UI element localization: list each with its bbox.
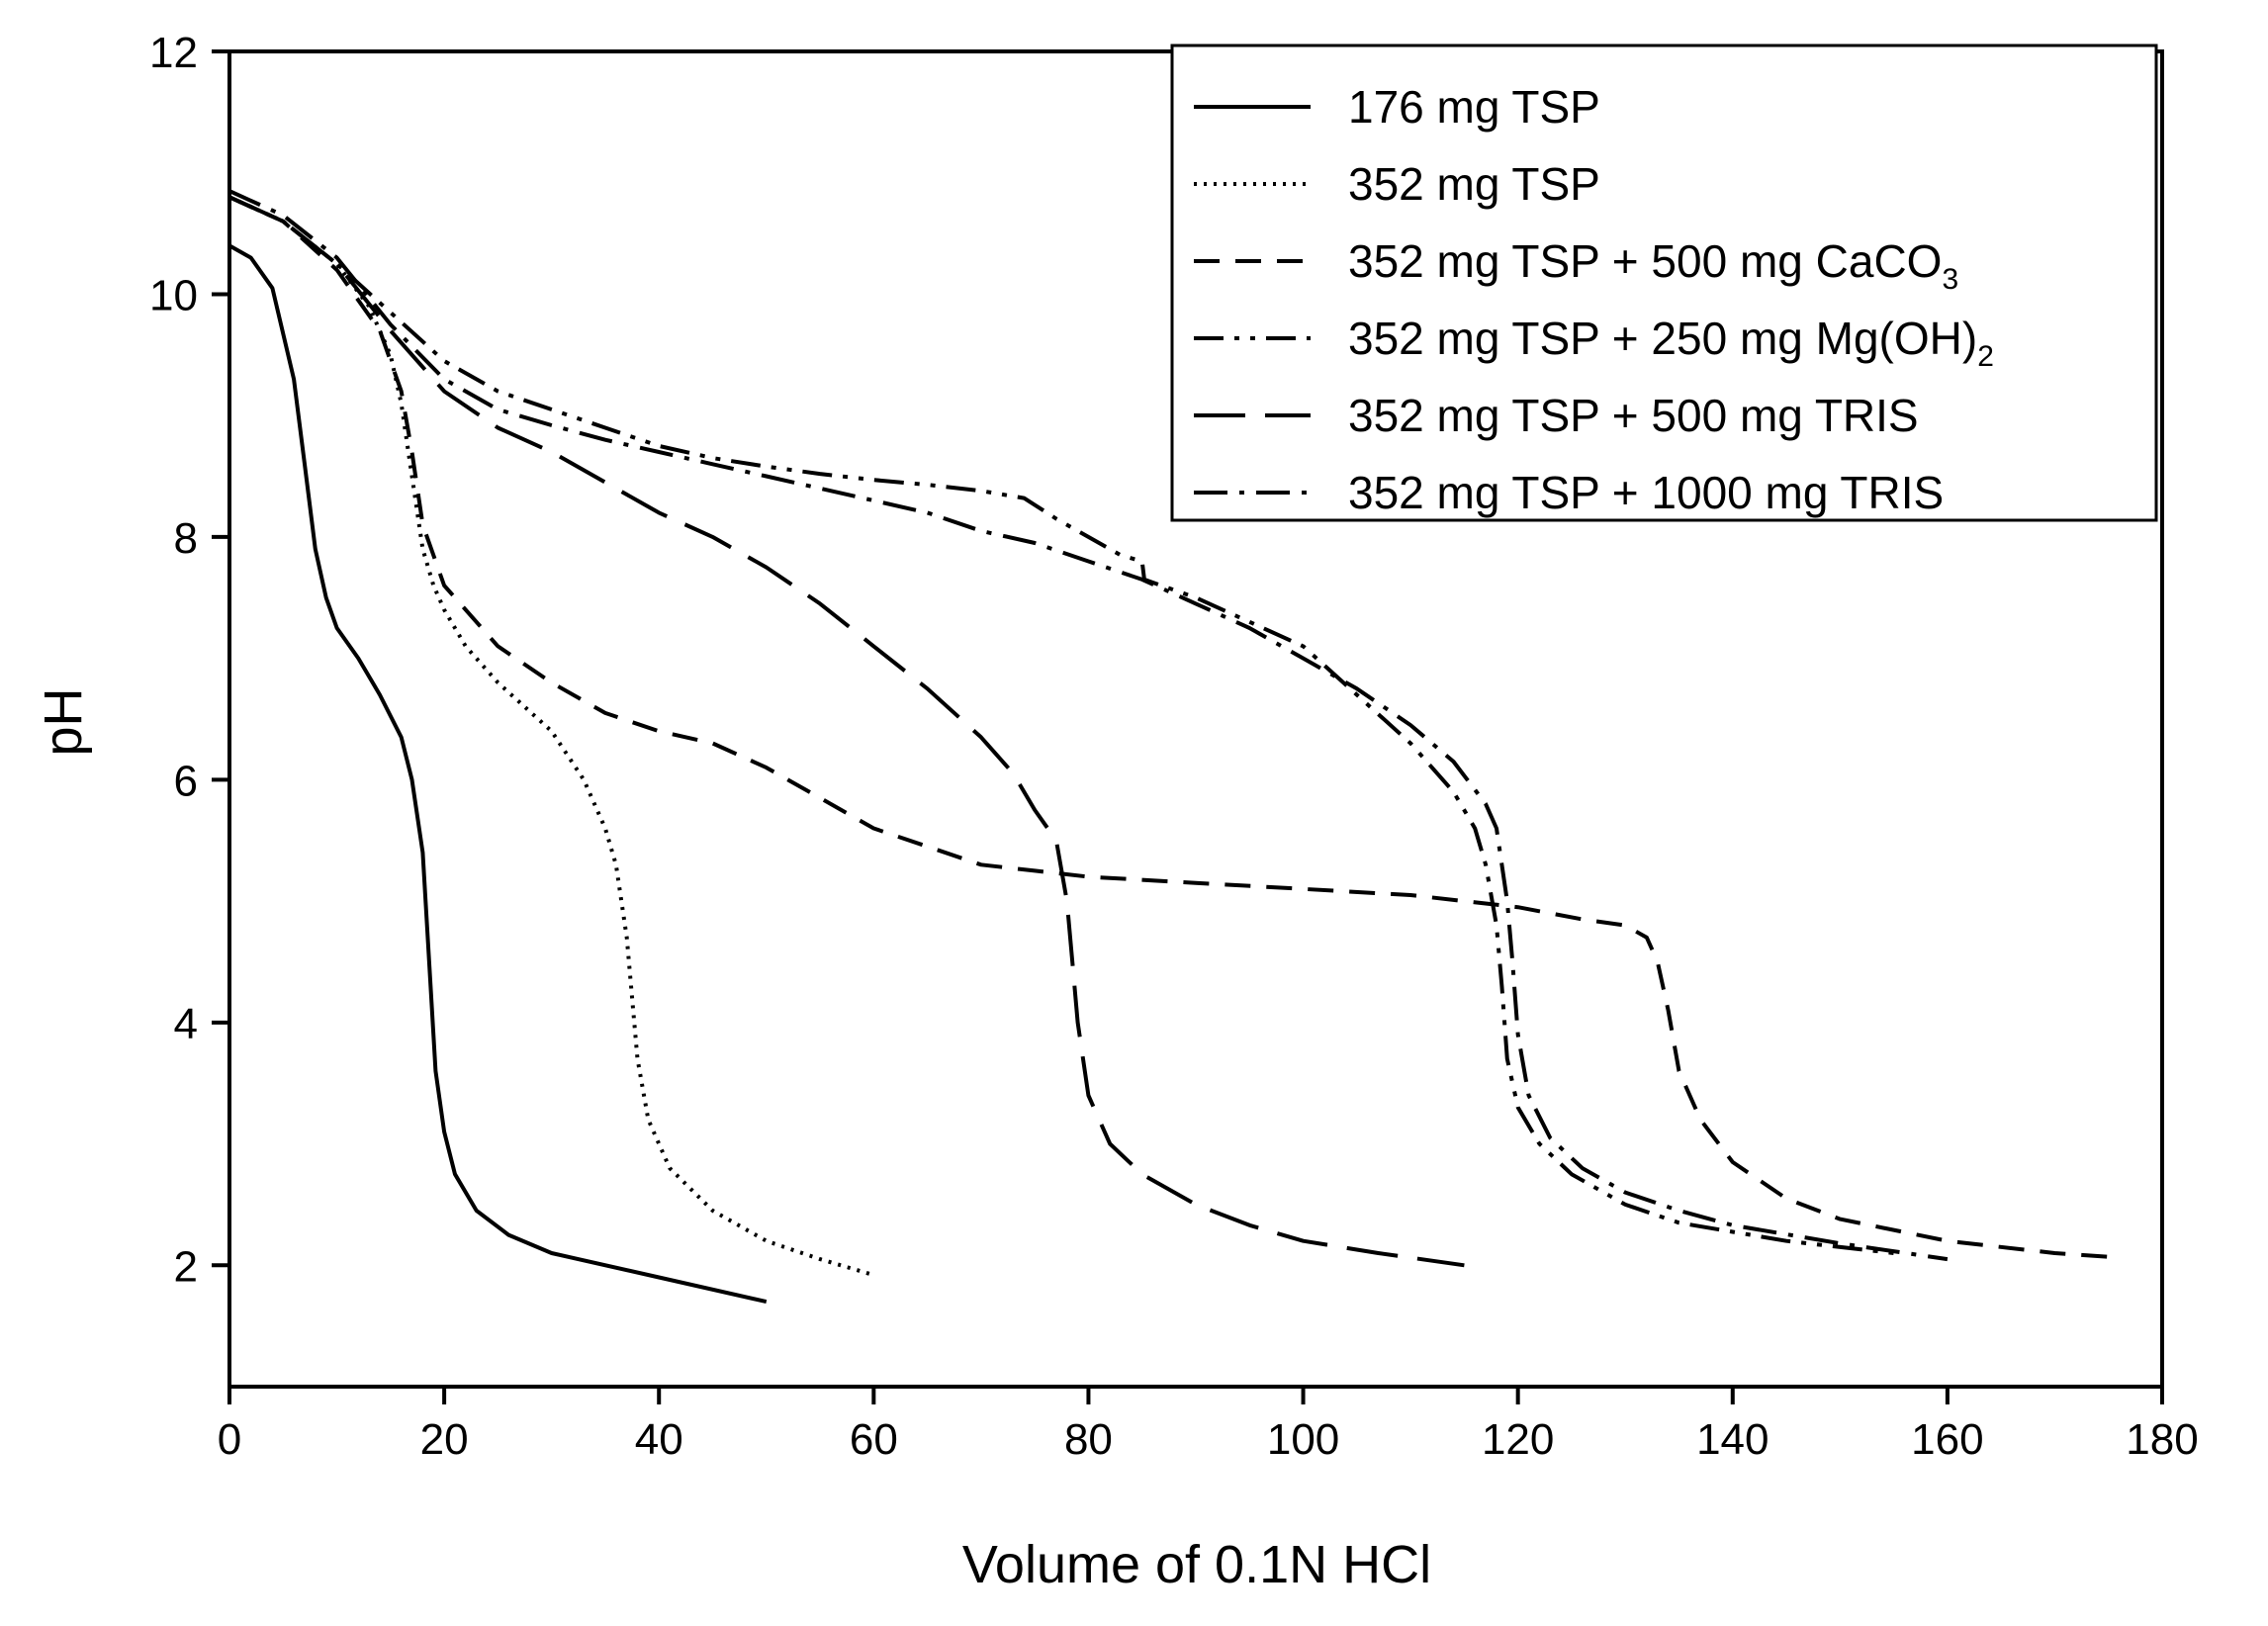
series-line-6 [228, 189, 1949, 1262]
x-tick-label: 120 [1482, 1415, 1554, 1464]
y-tick-label: 10 [149, 271, 198, 319]
y-tick-label: 12 [149, 29, 198, 77]
y-tick-label: 4 [174, 1000, 198, 1048]
y-tick-label: 6 [174, 757, 198, 805]
series-line-2 [228, 195, 874, 1278]
legend-item-label: 176 mg TSP [1348, 81, 1600, 133]
legend-item-label: 352 mg TSP + 250 mg Mg(OH)2 [1348, 313, 1994, 373]
x-axis-title: Volume of 0.1N HCl [962, 1535, 1431, 1594]
y-tick-label: 8 [174, 514, 198, 563]
legend-item-label: 352 mg TSP + 1000 mg TRIS [1348, 467, 1944, 518]
x-tick-label: 100 [1267, 1415, 1339, 1464]
plot-area [228, 189, 2109, 1305]
y-axis-title: pH [34, 687, 93, 756]
legend-box [1170, 44, 2158, 522]
x-tick-label: 60 [850, 1415, 898, 1464]
legend-item-label: 352 mg TSP [1348, 158, 1600, 210]
x-tick-label: 40 [635, 1415, 683, 1464]
legend-item-label: 352 mg TSP + 500 mg TRIS [1348, 390, 1919, 441]
x-tick-label: 140 [1696, 1415, 1769, 1464]
x-tick-label: 20 [420, 1415, 469, 1464]
x-tick-label: 160 [1911, 1415, 1983, 1464]
legend-item-label: 352 mg TSP + 500 mg CaCO3 [1348, 235, 1958, 296]
y-tick-label: 2 [174, 1242, 198, 1291]
x-tick-label: 0 [218, 1415, 241, 1464]
x-tick-label: 80 [1064, 1415, 1113, 1464]
series-line-5 [228, 195, 1465, 1268]
axes: 0 20 40 60 80 100 120 140 160 180 2 4 6 8 10 12 [149, 29, 2199, 1464]
series-line-1 [228, 243, 768, 1305]
x-tick-label: 180 [2126, 1415, 2198, 1464]
legend: 176 mg TSP 352 mg TSP 352 mg TSP + 500 mg … [1170, 44, 2158, 522]
series-line-3 [228, 195, 2109, 1259]
